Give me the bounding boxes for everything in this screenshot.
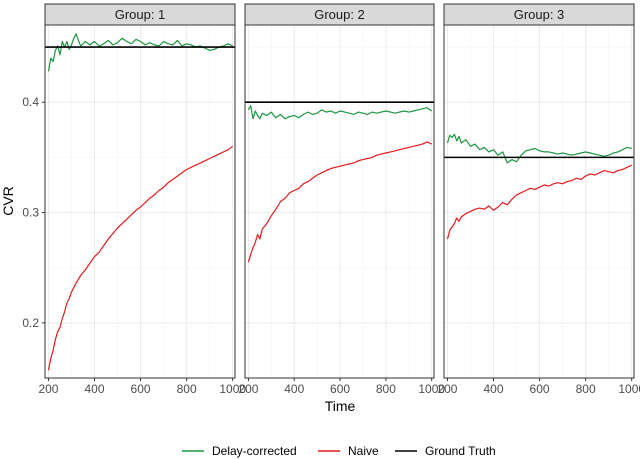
facet-strip-label: Group: 1 [115,7,166,22]
x-tick-label: 200 [38,382,58,396]
delay-corrected-series-line-group-3 [446,133,632,164]
x-tick-label: 400 [483,382,503,396]
delay-corrected-series-line-group-2 [247,104,433,120]
x-tick-label: 600 [330,382,350,396]
facet-strip-label: Group: 3 [514,7,565,22]
x-tick-label: 800 [576,382,596,396]
panel-background [245,25,434,378]
x-axis-title: Time [325,398,356,414]
facet-strip [443,3,635,26]
y-tick-label: 0.4 [22,95,39,109]
x-tick-label: 400 [84,382,104,396]
x-tick-label: 800 [376,382,396,396]
legend-label-delay-corrected: Delay-corrected [212,444,297,458]
y-axis-title: CVR [0,186,16,216]
naive-series-line-group-1 [47,145,234,371]
y-tick-label: 0.2 [22,316,39,330]
x-tick-label: 1000 [219,382,246,396]
facet-strip [44,3,236,26]
legend-label-naive: Naive [348,444,379,458]
facet-strip-label: Group: 2 [314,7,365,22]
naive-series-line-group-3 [446,164,632,240]
y-tick-label: 0.3 [22,206,39,220]
x-tick-label: 400 [284,382,304,396]
facet-strip [244,3,435,26]
panel-background [444,25,634,378]
legend-label-ground-truth: Ground Truth [425,444,496,458]
x-tick-label: 1000 [418,382,445,396]
x-tick-label: 200 [437,382,457,396]
panel-background [45,25,235,378]
x-tick-label: 600 [131,382,151,396]
x-tick-label: 1000 [618,382,640,396]
x-tick-label: 600 [530,382,550,396]
x-tick-label: 200 [238,382,258,396]
x-tick-label: 800 [177,382,197,396]
naive-series-line-group-2 [247,141,432,263]
